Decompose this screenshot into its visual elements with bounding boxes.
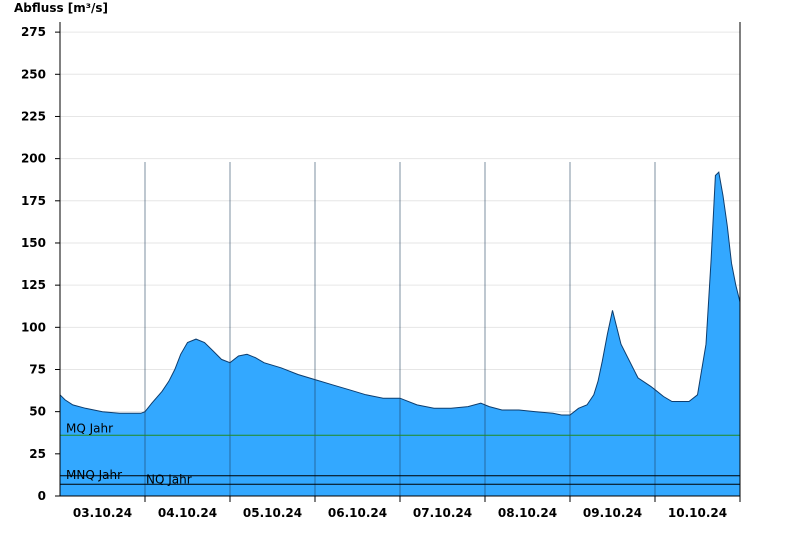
y-tick-label-200: 200: [21, 152, 46, 166]
discharge-series-line: [59, 171, 741, 416]
y-tick-label-275: 275: [21, 25, 46, 39]
y-tick-label-50: 50: [29, 405, 46, 419]
x-tick-label-3: 06.10.24: [328, 506, 387, 520]
y-tick-label-100: 100: [21, 320, 46, 334]
y-tick-label-75: 75: [29, 362, 46, 376]
y-tick-label-125: 125: [21, 278, 46, 292]
y-tick-label-25: 25: [29, 447, 46, 461]
y-tick-label-150: 150: [21, 236, 46, 250]
day-separators: [144, 162, 656, 496]
ref-label-mq-jahr: MQ Jahr: [66, 421, 113, 435]
y-axis-label: Abfluss [m³/s]: [14, 1, 108, 15]
reference-lines: MQ Jahr MNQ Jahr NQ Jahr: [60, 421, 740, 487]
x-tick-label-0: 03.10.24: [73, 506, 132, 520]
x-tick-label-7: 10.10.24: [668, 506, 727, 520]
x-tick-label-4: 07.10.24: [413, 506, 472, 520]
y-tick-label-250: 250: [21, 67, 46, 81]
axes: 0 25 50 75 100 125 150 175 200 225 250 275 03.10.24 0…: [21, 22, 741, 520]
y-tick-label-225: 225: [21, 109, 46, 123]
x-tick-label-5: 08.10.24: [498, 506, 557, 520]
x-tick-label-1: 04.10.24: [158, 506, 217, 520]
y-tick-label-175: 175: [21, 194, 46, 208]
ref-label-nq-jahr: NQ Jahr: [146, 473, 192, 487]
x-tick-label-6: 09.10.24: [583, 506, 642, 520]
y-tick-label-0: 0: [38, 489, 46, 503]
ref-label-mnq-jahr: MNQ Jahr: [66, 468, 122, 482]
x-tick-label-2: 05.10.24: [243, 506, 302, 520]
